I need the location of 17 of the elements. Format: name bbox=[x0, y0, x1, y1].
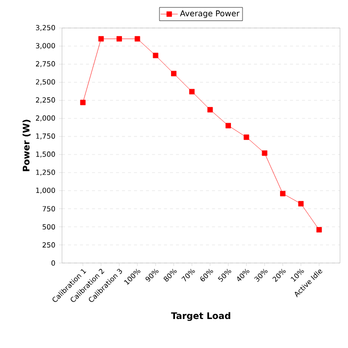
point bbox=[171, 70, 176, 76]
point bbox=[244, 134, 250, 140]
point bbox=[226, 122, 231, 128]
y-axis-title: Power (W) bbox=[22, 120, 31, 172]
point bbox=[80, 100, 86, 106]
point bbox=[262, 150, 268, 156]
point bbox=[116, 36, 122, 42]
legend-label: Average Power bbox=[180, 10, 240, 18]
point bbox=[316, 227, 322, 232]
point bbox=[98, 36, 104, 42]
point bbox=[152, 52, 158, 58]
x-axis-title: Target Load bbox=[171, 312, 230, 321]
point bbox=[134, 36, 140, 42]
point bbox=[189, 88, 195, 94]
point bbox=[298, 201, 304, 206]
point bbox=[207, 107, 213, 112]
point bbox=[280, 190, 286, 196]
